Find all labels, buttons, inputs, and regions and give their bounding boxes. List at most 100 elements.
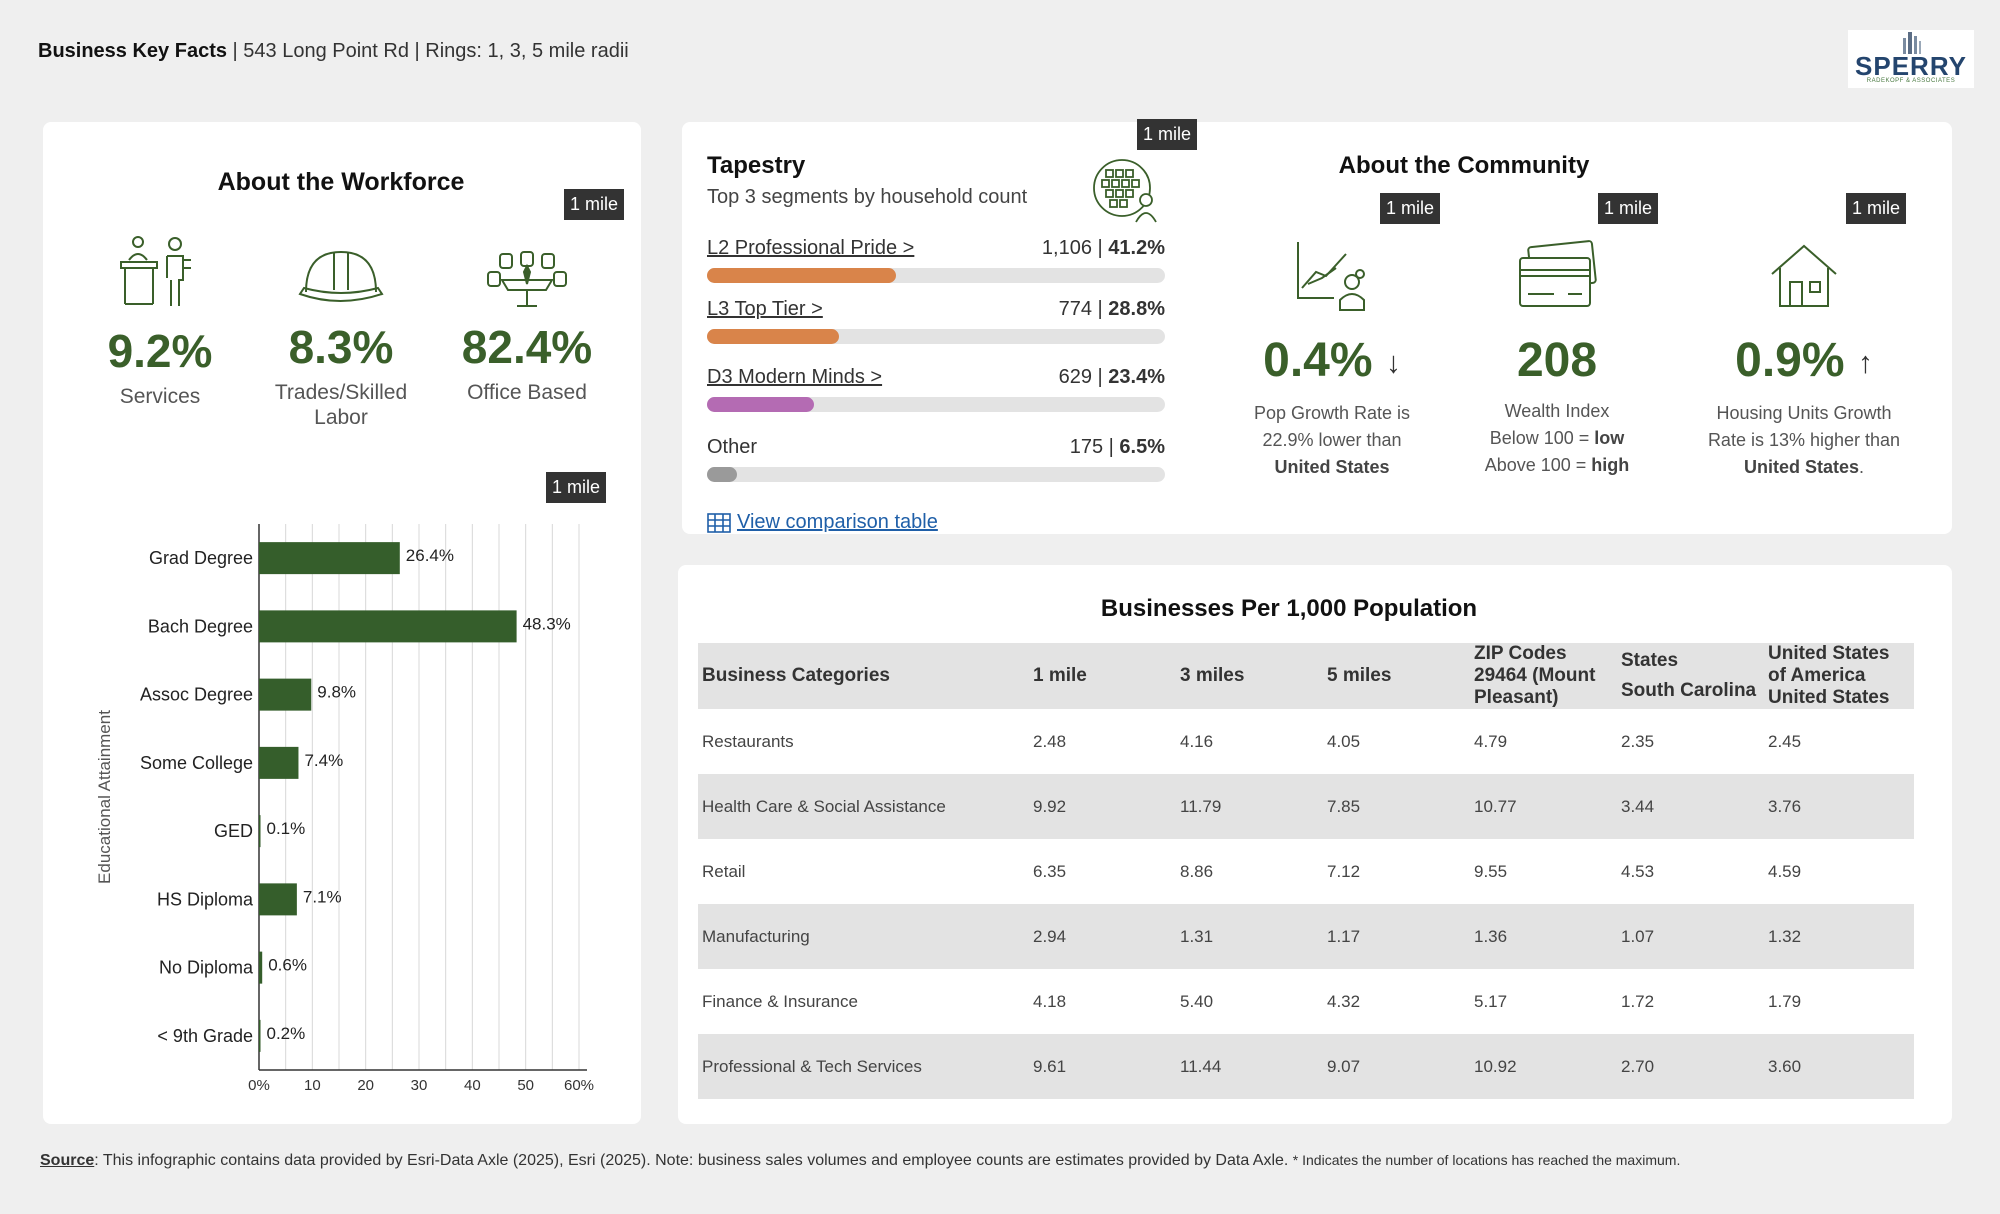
table-row: Health Care & Social Assistance 9.92 11.79…: [698, 774, 1914, 839]
workforce-office-value: 82.4%: [461, 321, 593, 373]
segment-pct: 41.2%: [1108, 237, 1165, 259]
row-zip-cell: 10.92: [1470, 1034, 1617, 1099]
col-header-1mile: 1 mile: [1029, 643, 1176, 709]
housing-line3-tail: .: [1859, 457, 1865, 478]
community-pop-growth-value: 0.4%: [1263, 334, 1373, 387]
wealth-line3: Above 100 =: [1484, 455, 1592, 475]
hard-hat-icon: [298, 250, 384, 302]
community-housing-value: 0.9%: [1735, 334, 1845, 387]
data-label: 7.1%: [303, 887, 342, 906]
row-3miles-cell: 11.44: [1176, 1034, 1323, 1099]
workforce-office-label: Office Based: [467, 381, 587, 404]
globe-person-icon: [1093, 159, 1157, 223]
radius-tag: 1 mile: [1846, 193, 1907, 224]
category-label: HS Diploma: [157, 889, 254, 909]
table-icon: [707, 512, 731, 533]
segment-bar-fill: [707, 397, 815, 412]
col-header-5miles: 5 miles: [1323, 643, 1470, 709]
house-icon: [1771, 244, 1837, 307]
row-us-cell: 2.45: [1768, 731, 1802, 751]
tapestry-subtitle: Top 3 segments by household count: [707, 186, 1028, 208]
row-state-cell: 2.70: [1617, 1034, 1764, 1099]
segment-bar-track: [707, 467, 1165, 482]
row-1mile-cell: 9.92: [1029, 774, 1176, 839]
segment-count: 629: [1058, 366, 1092, 388]
segment-bar-track: [707, 329, 1165, 344]
segment-count: 175: [1069, 436, 1104, 458]
states-label: States: [1621, 650, 1679, 671]
x-tick-label: 20: [357, 1077, 374, 1094]
us-label: United States of America: [1768, 643, 1890, 686]
community-wealth-index: 208 Wealth Index Below 100 = low Above 1…: [1447, 238, 1667, 479]
tapestry-segment: L2 Professional Pride >1,106 | 41.2%: [707, 237, 1165, 283]
radius-tag: 1 mile: [1380, 193, 1441, 224]
logo-tagline: RADEKOPF & ASSOCIATES: [1866, 78, 1956, 84]
row-state-cell: 1.72: [1621, 991, 1655, 1011]
row-us-cell: 3.76: [1764, 774, 1914, 839]
col-header-category: Business Categories: [698, 643, 1029, 709]
row-1mile-cell: 6.35: [1033, 861, 1067, 881]
source-footer: Source: This infographic contains data p…: [40, 1152, 1680, 1170]
housing-line2: Rate is 13% higher than: [1707, 430, 1901, 451]
radius-tag: 1 mile: [1598, 193, 1659, 224]
workforce-services-label: Services: [119, 385, 201, 408]
row-state-cell: 4.53: [1621, 861, 1655, 881]
row-category-cell: Manufacturing: [698, 904, 1029, 969]
row-5miles-cell: 1.17: [1323, 904, 1470, 969]
bar: [259, 678, 312, 711]
table-row: Manufacturing 2.94 1.31 1.17 1.36 1.07 1.32: [698, 904, 1914, 969]
row-zip-cell: 10.77: [1470, 774, 1617, 839]
tapestry-community-panel: 1 mile Tapestry Top 3 segments by househ…: [682, 119, 1952, 534]
wealth-low: low: [1594, 428, 1625, 448]
col-header-states: States South Carolina: [1617, 643, 1764, 709]
workforce-trades-label: Trades/Skilled Labor: [274, 381, 408, 429]
data-label: 9.8%: [317, 683, 356, 702]
col-header-zip: ZIP Codes 29464 (Mount Pleasant): [1470, 643, 1617, 709]
states-value: South Carolina: [1621, 680, 1757, 701]
bar: [259, 542, 400, 575]
row-1mile-cell: 4.18: [1033, 991, 1067, 1011]
source-link[interactable]: Source: [40, 1152, 95, 1169]
category-label: Assoc Degree: [140, 685, 253, 705]
segment-link[interactable]: D3 Modern Minds >: [707, 366, 883, 388]
row-1mile-cell: 2.94: [1029, 904, 1176, 969]
source-text: : This infographic contains data provide…: [94, 1152, 1293, 1169]
education-bar-chart: 0% 10 20 30 40 50 60% Educational Attainment Gra…: [95, 524, 594, 1094]
data-label: 0.2%: [267, 1024, 306, 1043]
workforce-trades-value: 8.3%: [288, 321, 394, 373]
row-3miles-cell: 4.16: [1180, 731, 1214, 751]
bar: [259, 883, 297, 916]
bar: [259, 815, 261, 848]
bar: [259, 1019, 261, 1052]
x-tick-label: 10: [304, 1077, 321, 1094]
tapestry-title: Tapestry: [707, 152, 806, 179]
workforce-panel: About the Workforce 1 mile 9.2% Services…: [43, 122, 641, 1124]
category-label: Grad Degree: [149, 548, 253, 568]
housing-line1: Housing Units Growth: [1716, 403, 1892, 424]
business-table-panel: Businesses Per 1,000 Population Business…: [678, 565, 1952, 1124]
workforce-services-value: 9.2%: [107, 325, 213, 377]
segment-pct: 23.4%: [1108, 366, 1165, 388]
bar: [259, 610, 517, 643]
tapestry-segment: D3 Modern Minds >629 | 23.4%: [707, 366, 1165, 412]
community-title: About the Community: [1338, 152, 1590, 179]
segment-pct: 6.5%: [1119, 436, 1165, 458]
view-comparison-link[interactable]: View comparison table: [707, 511, 938, 534]
receptionist-icon: [120, 236, 191, 306]
segment-bar-fill: [707, 467, 737, 482]
tapestry-segment: L3 Top Tier >774 | 28.8%: [707, 298, 1165, 344]
row-1mile-cell: 2.48: [1033, 731, 1067, 751]
segment-bar-fill: [707, 268, 896, 283]
wealth-high: high: [1591, 455, 1630, 475]
row-category-cell: Retail: [702, 861, 746, 881]
us-value: United States: [1768, 687, 1890, 708]
x-tick-label: 50: [517, 1077, 534, 1094]
segment-link[interactable]: L2 Professional Pride >: [707, 237, 915, 259]
table-row: Retail 6.35 8.86 7.12 9.55 4.53 4.59: [698, 839, 1914, 904]
row-category-cell: Finance & Insurance: [702, 991, 858, 1011]
row-category-cell: Professional & Tech Services: [698, 1034, 1029, 1099]
segment-link[interactable]: L3 Top Tier >: [707, 298, 823, 320]
row-state-cell: 2.35: [1621, 731, 1655, 751]
segment-count: 1,106: [1041, 237, 1092, 259]
row-us-cell: 1.79: [1768, 991, 1802, 1011]
